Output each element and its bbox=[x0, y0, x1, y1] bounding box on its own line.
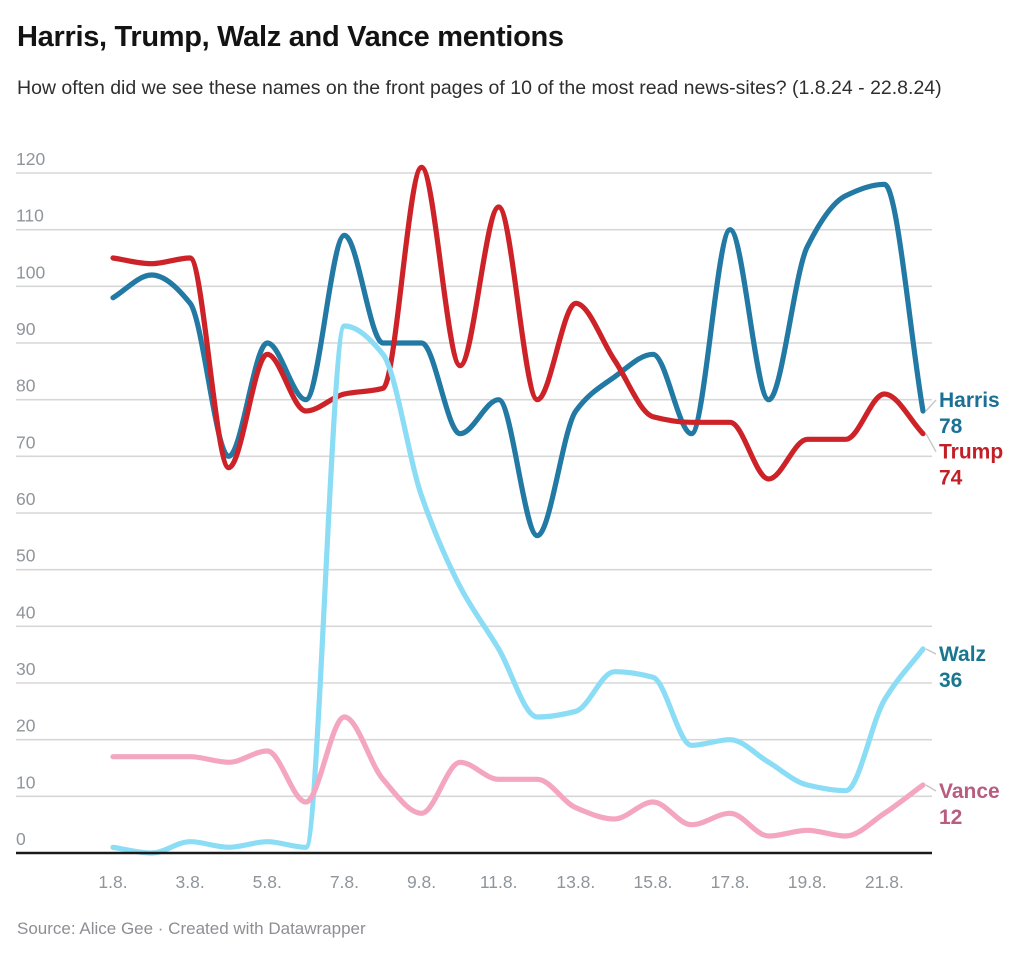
label-connector-walz bbox=[925, 648, 937, 655]
label-connector-harris bbox=[925, 399, 937, 412]
y-tick-label: 90 bbox=[16, 319, 36, 339]
y-tick-label: 20 bbox=[16, 716, 36, 736]
label-connector-vance bbox=[925, 784, 937, 792]
y-tick-label: 60 bbox=[16, 489, 36, 509]
series-value-vance: 12 bbox=[939, 806, 962, 829]
x-tick-label: 13.8. bbox=[556, 872, 595, 892]
x-tick-label: 21.8. bbox=[865, 872, 904, 892]
series-line-walz bbox=[110, 323, 926, 856]
series-label-trump: Trump bbox=[939, 441, 1003, 464]
series-label-harris: Harris bbox=[939, 389, 1000, 412]
x-tick-label: 15.8. bbox=[634, 872, 673, 892]
y-tick-label: 50 bbox=[16, 546, 36, 566]
y-tick-label: 70 bbox=[16, 432, 36, 452]
y-tick-label: 40 bbox=[16, 602, 36, 622]
series-label-walz: Walz bbox=[939, 643, 986, 666]
series-line-harris bbox=[110, 181, 926, 539]
y-tick-label: 10 bbox=[16, 772, 36, 792]
x-tick-label: 1.8. bbox=[98, 872, 127, 892]
y-tick-label: 80 bbox=[16, 376, 36, 396]
series-value-walz: 36 bbox=[939, 669, 962, 692]
source-attribution: Source: Alice Gee · Created with Datawra… bbox=[17, 919, 366, 938]
x-tick-label: 5.8. bbox=[253, 872, 282, 892]
series-line-trump bbox=[110, 164, 926, 482]
label-connector-trump bbox=[925, 433, 937, 453]
x-tick-label: 19.8. bbox=[788, 872, 827, 892]
x-tick-label: 3.8. bbox=[176, 872, 205, 892]
series-line-vance bbox=[110, 714, 926, 839]
y-tick-label: 110 bbox=[16, 206, 44, 226]
y-tick-label: 100 bbox=[16, 262, 45, 282]
x-tick-label: 7.8. bbox=[330, 872, 359, 892]
y-tick-label: 0 bbox=[16, 829, 26, 849]
x-tick-label: 9.8. bbox=[407, 872, 436, 892]
x-tick-label: 11.8. bbox=[480, 872, 518, 892]
x-tick-label: 17.8. bbox=[711, 872, 750, 892]
chart-subtitle: How often did we see these names on the … bbox=[17, 77, 942, 99]
chart-title: Harris, Trump, Walz and Vance mentions bbox=[17, 21, 564, 53]
series-value-harris: 78 bbox=[939, 415, 963, 438]
y-tick-label: 30 bbox=[16, 659, 36, 679]
series-label-vance: Vance bbox=[939, 780, 1000, 803]
series-value-trump: 74 bbox=[939, 467, 963, 490]
y-tick-label: 120 bbox=[16, 149, 45, 169]
